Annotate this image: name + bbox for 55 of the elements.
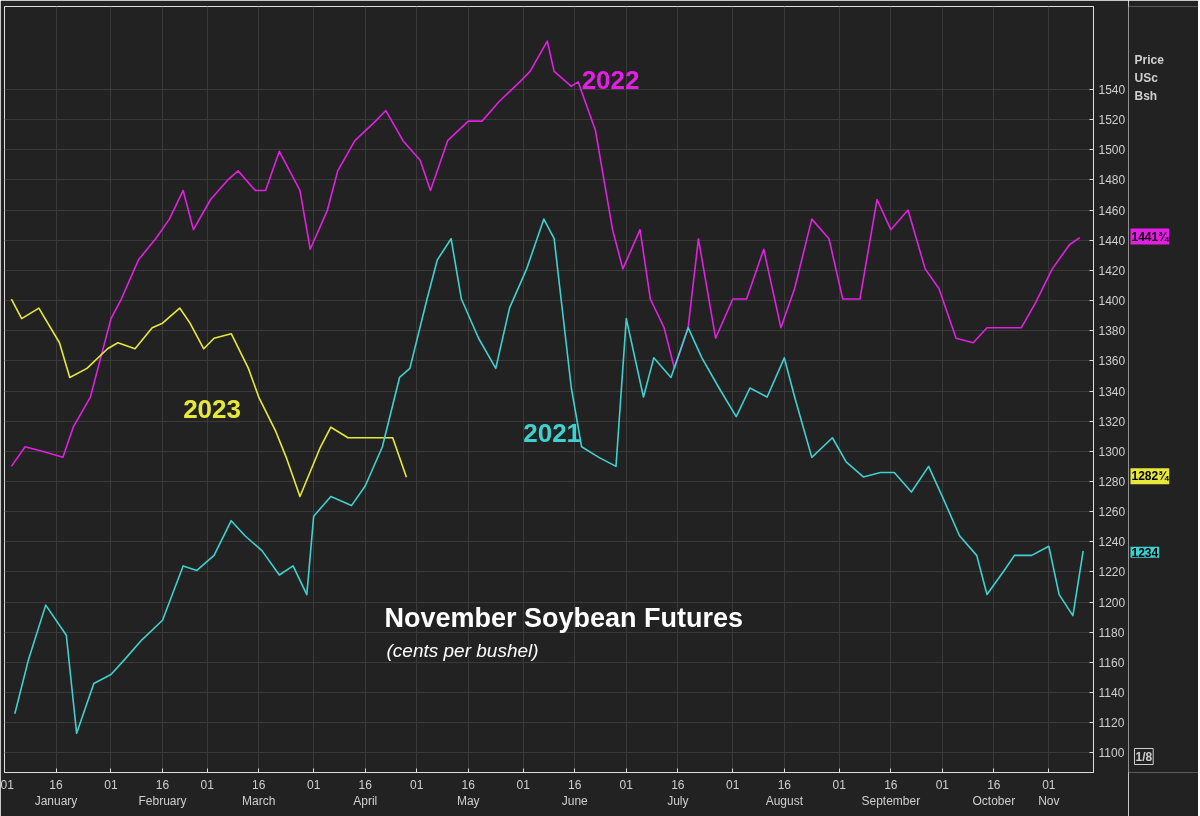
- y-tick-label: 1240: [1098, 535, 1126, 550]
- y-tick-label: 1340: [1098, 384, 1126, 399]
- x-tick-label: 16 June: [561, 777, 589, 809]
- y-tick-label: 1220: [1098, 565, 1126, 580]
- y-tick-label: 1440: [1098, 233, 1126, 248]
- y-tick-label: 1280: [1098, 474, 1126, 489]
- x-tick-label: 16 April: [353, 777, 378, 809]
- x-tick-label: 16 August: [765, 777, 804, 809]
- y-tick-label: 1360: [1098, 354, 1126, 369]
- x-tick-label: 01: [516, 777, 531, 792]
- y-tick-label: 1160: [1098, 655, 1125, 670]
- x-tick-label: 16 October: [972, 777, 1016, 809]
- x-tick-label: 01: [832, 777, 847, 792]
- y-tick-label: 1540: [1098, 82, 1126, 97]
- y-tick-label: 1200: [1098, 595, 1126, 610]
- text: November Soybean Futures: [384, 602, 744, 633]
- text: 1/8: [1135, 749, 1153, 764]
- series-label: 2021: [523, 418, 582, 449]
- y-tick-label: 1380: [1098, 324, 1126, 339]
- y-tick-label: 1180: [1098, 625, 1125, 640]
- text: 1441¾: [1131, 229, 1170, 244]
- x-tick-label: 16 February: [138, 777, 187, 809]
- text: 1282¾: [1131, 469, 1170, 484]
- x-tick-label: 16 May: [456, 777, 480, 809]
- y-axis-title: Price USc Bsh: [1134, 52, 1165, 103]
- x-tick-label: 01: [619, 777, 634, 792]
- y-tick-label: 1320: [1098, 414, 1126, 429]
- x-tick-label: 01: [726, 777, 740, 792]
- x-tick-label: 01 Nov: [1038, 777, 1060, 809]
- x-tick-label: 16 January: [34, 777, 78, 809]
- y-tick-label: 1420: [1098, 263, 1126, 278]
- x-tick-label: 01: [410, 777, 424, 792]
- y-tick-label: 1400: [1098, 294, 1126, 309]
- y-tick-label: 1300: [1098, 444, 1126, 459]
- y-tick-label: 1140: [1098, 686, 1125, 701]
- series-label: 2022: [581, 65, 640, 96]
- x-tick-label: 16 March: [242, 777, 276, 809]
- x-tick-label: 01: [935, 777, 950, 792]
- line-series: [10, 298, 408, 498]
- y-tick-label: 1120: [1098, 716, 1125, 731]
- y-tick-label: 1480: [1098, 173, 1126, 188]
- x-tick-label: 01: [0, 777, 15, 792]
- y-tick-label: 1520: [1098, 113, 1126, 128]
- x-tick-label: 01: [307, 777, 321, 792]
- x-tick-label: 01: [104, 777, 118, 792]
- x-tick-label: 16 September: [861, 777, 921, 809]
- y-tick-label: 1260: [1098, 505, 1126, 520]
- x-tick-label: 01: [200, 777, 215, 792]
- series-label: 2023: [183, 394, 241, 425]
- text: 1234: [1131, 545, 1159, 560]
- y-tick-label: 1460: [1098, 203, 1126, 218]
- y-tick-label: 1100: [1098, 746, 1125, 761]
- text: (cents per bushel): [386, 639, 539, 661]
- y-tick-label: 1500: [1098, 143, 1126, 158]
- x-tick-label: 16 July: [667, 777, 689, 809]
